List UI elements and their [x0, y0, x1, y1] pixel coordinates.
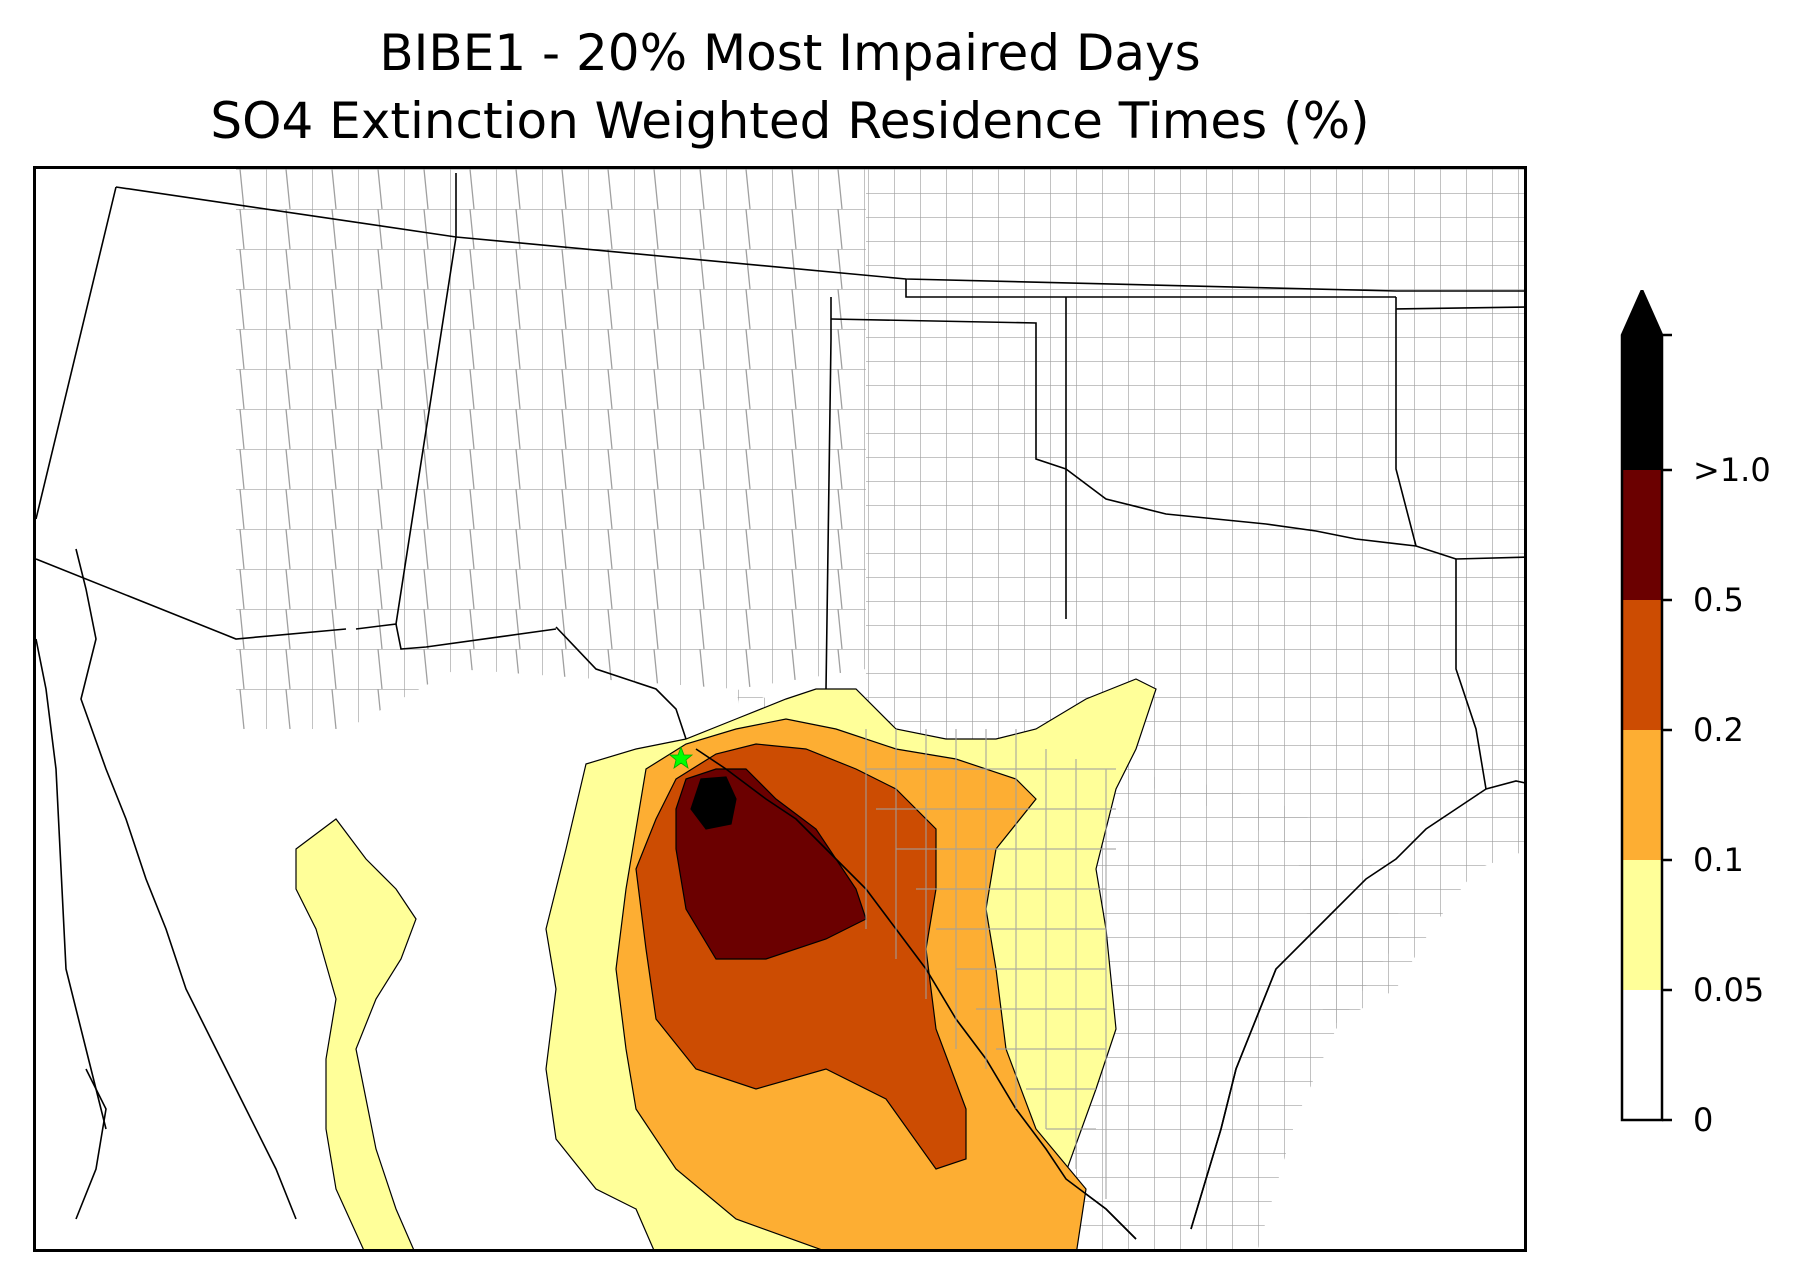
colorbar-graphic	[1620, 286, 1672, 1122]
louisiana-coast	[1485, 780, 1524, 790]
colorbar-tick-label: 0.1	[1693, 841, 1744, 879]
overlay-county-lines	[865, 729, 1116, 1199]
kansas-oklahoma-border	[905, 279, 1396, 298]
colorbar-tick-label: >1.0	[1693, 451, 1771, 489]
colorbar-bin	[1622, 470, 1662, 600]
utah-colorado-border	[355, 173, 457, 630]
colorbar-bin	[1622, 860, 1662, 990]
map-title-line-1: BIBE1 - 20% Most Impaired Days	[379, 24, 1201, 82]
colorbar-extension	[1622, 290, 1662, 470]
oklahoma-arkansas-border	[1395, 297, 1417, 547]
residence-time-contours	[295, 678, 1157, 1249]
colorbar	[1610, 286, 1810, 1130]
arkansas-louisiana-border	[1455, 556, 1524, 560]
colorbar-bin	[1622, 600, 1662, 730]
colorbar-tick-label: 0.05	[1693, 971, 1765, 1009]
colorbar-bins	[1622, 290, 1662, 1120]
colorbar-outline	[1620, 286, 1664, 1122]
map-title-line-2: SO4 Extinction Weighted Residence Times …	[210, 92, 1370, 150]
colorbar-bin	[1622, 730, 1662, 860]
colorbar-bin	[1622, 990, 1662, 1120]
site-star-marker	[668, 745, 694, 769]
colorbar-tick-label: 0.5	[1693, 581, 1744, 619]
map-canvas	[36, 169, 1524, 1249]
colorbar-tick-label: 0	[1693, 1101, 1714, 1139]
arizona-southern-border	[36, 558, 347, 640]
texas-louisiana-border	[1455, 559, 1487, 790]
red-river	[1065, 468, 1457, 560]
contour-level-over-1	[690, 776, 737, 830]
colorbar-tick-label: 0.2	[1693, 711, 1744, 749]
nm-texas-border	[825, 297, 832, 690]
missouri-border	[1395, 306, 1524, 310]
map-panel	[33, 166, 1527, 1252]
baja-west-coast	[36, 638, 107, 1130]
nm-southern-border	[395, 623, 557, 650]
colorbar-ticks	[1662, 333, 1672, 1122]
nevada-utah-border	[36, 186, 117, 520]
baja-coastline	[75, 548, 297, 1220]
baja-southwest	[75, 1068, 107, 1220]
contour-level-0-05-west	[295, 818, 417, 1249]
texas-panhandle	[830, 318, 1067, 470]
